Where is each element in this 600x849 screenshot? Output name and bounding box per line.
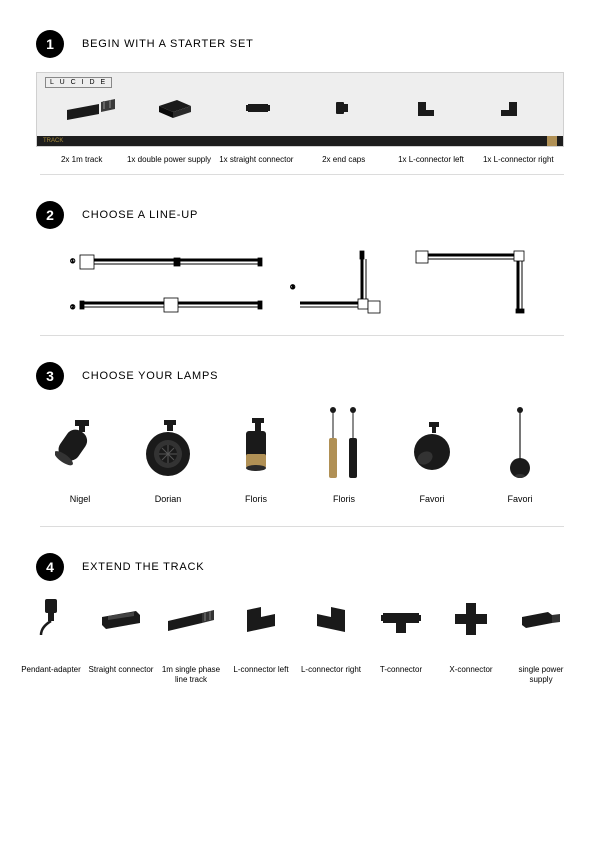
lamp-row: Nigel — [36, 404, 564, 504]
lamp-label: Favori — [388, 494, 476, 504]
starter-labels: 2x 1m track 1x double power supply 1x st… — [36, 153, 564, 164]
svg-text:②: ② — [70, 304, 75, 311]
starter-label: 1x straight connector — [213, 155, 300, 164]
banner-item-straight — [216, 84, 300, 132]
banner-item-track — [49, 84, 133, 132]
lineup-linear: ① ② — [66, 249, 266, 319]
starter-banner: L U C I D E — [36, 72, 564, 147]
starter-label: 1x L-connector left — [387, 155, 474, 164]
extend-label: L-connector left — [226, 665, 296, 675]
lamp-favori-pendant: Favori — [476, 404, 564, 504]
banner-item-l-right — [467, 84, 551, 132]
extend-label: X-connector — [436, 665, 506, 675]
lamp-nigel: Nigel — [36, 404, 124, 504]
divider — [40, 335, 564, 336]
step-title: EXTEND THE TRACK — [82, 561, 204, 573]
extend-straight: Straight connector — [86, 595, 156, 686]
step-title: CHOOSE A LINE-UP — [82, 209, 198, 221]
extend-row: Pendant-adapter Straight connector — [16, 595, 576, 686]
step-badge-1: 1 — [36, 30, 64, 58]
step-header: 3 CHOOSE YOUR LAMPS — [36, 362, 564, 390]
starter-label: 1x double power supply — [125, 155, 212, 164]
lineup-l-left: ③ — [290, 249, 390, 319]
lamp-label: Nigel — [36, 494, 124, 504]
starter-label: 1x L-connector right — [475, 155, 562, 164]
step-title: CHOOSE YOUR LAMPS — [82, 370, 218, 382]
banner-item-l-left — [384, 84, 468, 132]
divider — [40, 526, 564, 527]
lamp-label: Floris — [212, 494, 300, 504]
lamp-label: Favori — [476, 494, 564, 504]
lineup-diagrams: ① ② — [36, 243, 564, 325]
extend-pendant-adapter: Pendant-adapter — [16, 595, 86, 686]
step-2: 2 CHOOSE A LINE-UP ① ② — [36, 201, 564, 336]
step-badge-3: 3 — [36, 362, 64, 390]
extend-x: X-connector — [436, 595, 506, 686]
step-badge-2: 2 — [36, 201, 64, 229]
step-header: 1 BEGIN WITH A STARTER SET — [36, 30, 564, 58]
extend-label: 1m single phase line track — [156, 665, 226, 686]
extend-power: single power supply — [506, 595, 576, 686]
step-header: 4 EXTEND THE TRACK — [36, 553, 564, 581]
extend-l-left: L-connector left — [226, 595, 296, 686]
step-header: 2 CHOOSE A LINE-UP — [36, 201, 564, 229]
lamp-label: Floris — [300, 494, 388, 504]
extend-label: Straight connector — [86, 665, 156, 675]
lamp-floris-pendant: Floris — [300, 404, 388, 504]
banner-item-power — [133, 84, 217, 132]
step-1: 1 BEGIN WITH A STARTER SET L U C I D E — [36, 30, 564, 175]
extend-t: T-connector — [366, 595, 436, 686]
lamp-label: Dorian — [124, 494, 212, 504]
step-4: 4 EXTEND THE TRACK Pendant-adapter — [36, 553, 564, 686]
lamp-floris-spot: Floris — [212, 404, 300, 504]
extend-label: Pendant-adapter — [16, 665, 86, 675]
brand-logo: L U C I D E — [45, 77, 112, 88]
lineup-l-right — [414, 249, 534, 319]
starter-label: 2x end caps — [300, 155, 387, 164]
lamp-dorian: Dorian — [124, 404, 212, 504]
extend-l-right: L-connector right — [296, 595, 366, 686]
svg-text:③: ③ — [290, 284, 295, 291]
banner-footer-label: TRACK — [43, 138, 63, 144]
step-badge-4: 4 — [36, 553, 64, 581]
step-3: 3 CHOOSE YOUR LAMPS Nigel — [36, 362, 564, 527]
divider — [40, 174, 564, 175]
step-title: BEGIN WITH A STARTER SET — [82, 38, 254, 50]
extend-label: T-connector — [366, 665, 436, 675]
svg-text:①: ① — [70, 258, 75, 265]
lamp-favori-spot: Favori — [388, 404, 476, 504]
extend-track: 1m single phase line track — [156, 595, 226, 686]
extend-label: single power supply — [506, 665, 576, 686]
extend-label: L-connector right — [296, 665, 366, 675]
banner-item-endcaps — [300, 84, 384, 132]
starter-label: 2x 1m track — [38, 155, 125, 164]
